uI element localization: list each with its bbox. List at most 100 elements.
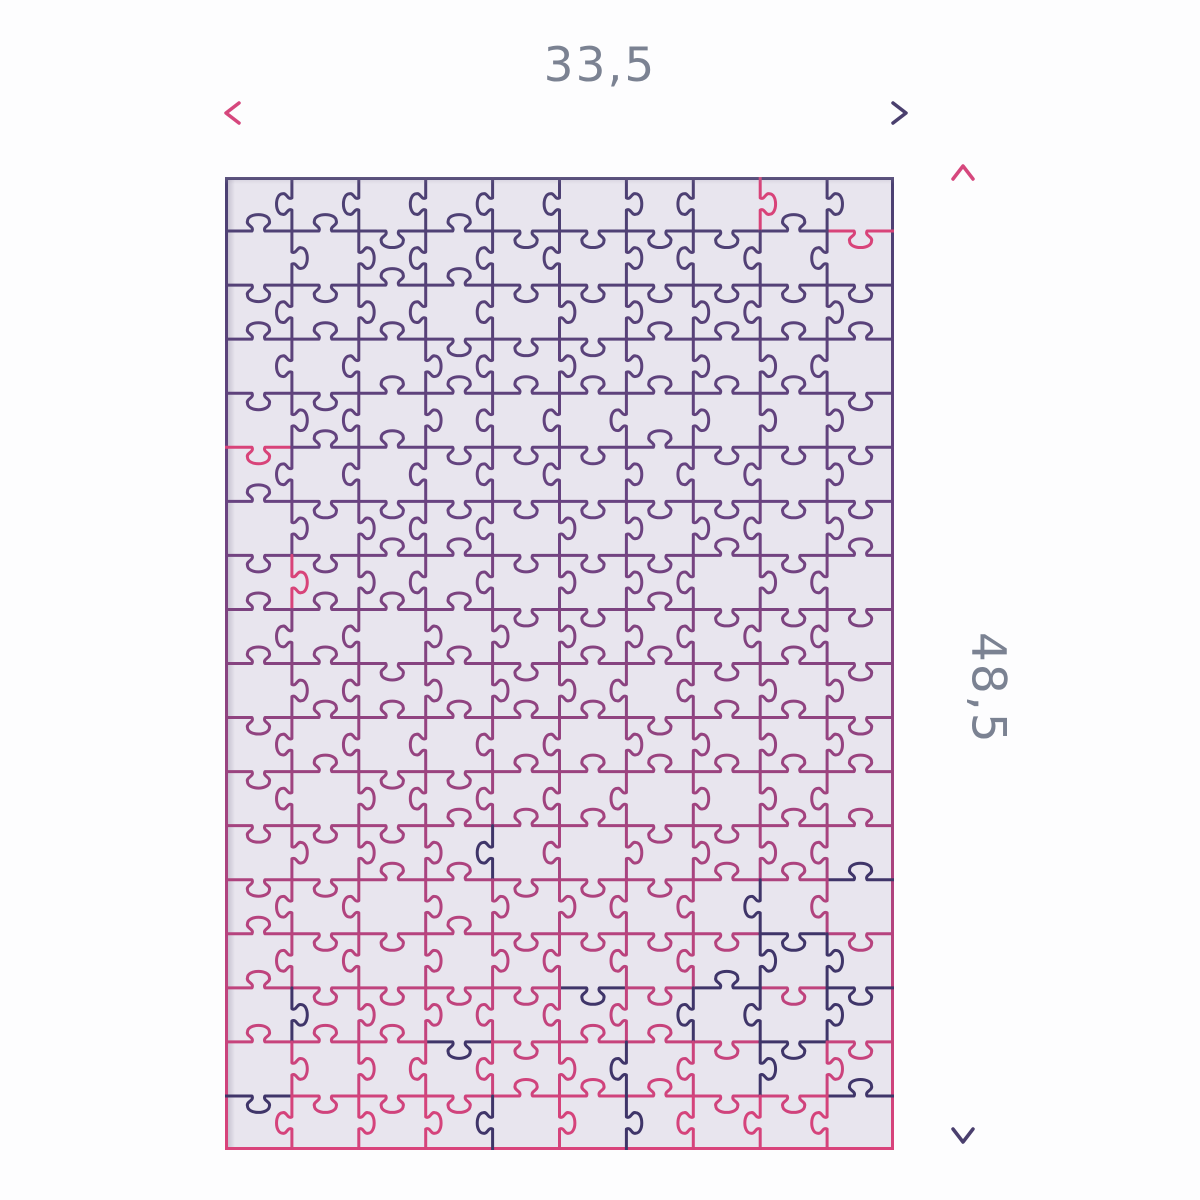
puzzle-edge	[424, 607, 443, 665]
puzzle-edge	[357, 770, 376, 828]
puzzle-edge	[758, 932, 778, 990]
puzzle-edge	[758, 375, 829, 395]
puzzle-edge	[691, 283, 762, 304]
puzzle-edge	[542, 229, 561, 287]
puzzle-edge	[624, 337, 644, 395]
puzzle-edge	[475, 177, 495, 233]
puzzle-edge	[825, 986, 844, 1044]
puzzle-edge	[408, 553, 428, 611]
puzzle-outline-drawing	[225, 177, 894, 1150]
puzzle-edge	[609, 1040, 628, 1098]
puzzle-edge	[424, 445, 495, 466]
puzzle-edge	[758, 1040, 829, 1060]
puzzle-edge	[691, 932, 762, 952]
puzzle-edge	[341, 177, 361, 233]
puzzle-edge	[408, 770, 428, 828]
puzzle-edge	[558, 337, 577, 395]
puzzle-edge	[558, 662, 577, 720]
puzzle-image	[225, 177, 894, 1150]
puzzle-edge	[341, 391, 361, 449]
puzzle-edge	[825, 445, 844, 503]
puzzle-edge	[475, 770, 495, 828]
puzzle-edge	[341, 445, 361, 503]
puzzle-edge	[825, 499, 844, 557]
puzzle-edge	[491, 878, 510, 936]
puzzle-edge	[341, 932, 361, 990]
puzzle-edge	[225, 915, 294, 936]
puzzle-edge	[275, 283, 294, 341]
puzzle-edge	[758, 824, 778, 882]
puzzle-edge	[609, 391, 628, 449]
puzzle-edge	[290, 699, 361, 720]
puzzle-edge	[825, 1040, 894, 1060]
puzzle-edge	[275, 716, 294, 774]
puzzle-edge	[475, 337, 495, 395]
puzzle-edge	[408, 229, 428, 287]
puzzle-edge	[290, 932, 361, 952]
puzzle-edge	[424, 915, 495, 936]
puzzle-edge	[290, 824, 361, 844]
puzzle-edge	[357, 429, 428, 449]
puzzle-edge	[491, 1040, 561, 1060]
puzzle-edge	[225, 824, 294, 844]
puzzle-edge	[357, 824, 376, 882]
puzzle-edge	[558, 607, 628, 628]
puzzle-edge	[290, 986, 361, 1006]
puzzle-edge	[475, 1040, 495, 1098]
puzzle-edge	[290, 499, 309, 557]
puzzle-edge	[810, 607, 829, 665]
puzzle-edge	[624, 824, 695, 844]
puzzle-edge	[676, 177, 695, 233]
puzzle-edge	[491, 807, 561, 828]
puzzle-edge	[290, 553, 361, 574]
puzzle-edge	[475, 986, 495, 1044]
puzzle-edge	[624, 607, 644, 665]
puzzle-edge	[691, 662, 762, 682]
puzzle-edge	[624, 1094, 644, 1150]
puzzle-edge	[825, 391, 894, 412]
puzzle-edge	[424, 824, 443, 882]
puzzle-edge	[290, 824, 309, 882]
puzzle-edge	[691, 1040, 762, 1060]
puzzle-edge	[491, 337, 561, 358]
arrowhead-right-icon	[891, 101, 908, 125]
puzzle-edge	[341, 607, 361, 665]
puzzle-edge	[424, 1040, 495, 1060]
puzzle-edge	[624, 986, 695, 1006]
puzzle-edge	[290, 591, 361, 611]
puzzle-edge	[290, 1040, 309, 1098]
puzzle-edge	[225, 553, 294, 574]
puzzle-edge	[558, 986, 628, 1006]
puzzle-edge	[691, 716, 711, 774]
puzzle-edge	[743, 499, 762, 557]
puzzle-edge	[558, 932, 628, 952]
puzzle-edge	[758, 861, 829, 882]
puzzle-edge	[810, 229, 829, 287]
puzzle-edge	[357, 229, 428, 250]
puzzle-edge	[225, 283, 294, 304]
puzzle-edge	[676, 932, 695, 990]
puzzle-edge	[542, 716, 561, 774]
puzzle-edge	[491, 932, 510, 990]
puzzle-edge	[558, 283, 577, 341]
puzzle-edge	[758, 391, 778, 449]
puzzle-edge	[624, 177, 644, 233]
puzzle-edge	[624, 716, 644, 774]
puzzle-edge	[424, 591, 495, 611]
puzzle-edge	[810, 824, 829, 882]
puzzle-edge	[408, 445, 428, 503]
puzzle-edge	[758, 753, 829, 774]
height-dimension-label: 48,5	[960, 631, 1016, 745]
puzzle-edge	[424, 499, 495, 520]
puzzle-edge	[424, 1094, 495, 1114]
puzzle-edge	[758, 177, 778, 233]
puzzle-edge	[676, 229, 695, 287]
puzzle-edge	[275, 1094, 294, 1150]
puzzle-edge	[357, 932, 428, 952]
puzzle-edge	[290, 321, 361, 341]
puzzle-edge	[758, 662, 778, 720]
puzzle-edge	[357, 321, 428, 341]
puzzle-edge	[558, 553, 628, 574]
puzzle-edge	[357, 553, 376, 611]
